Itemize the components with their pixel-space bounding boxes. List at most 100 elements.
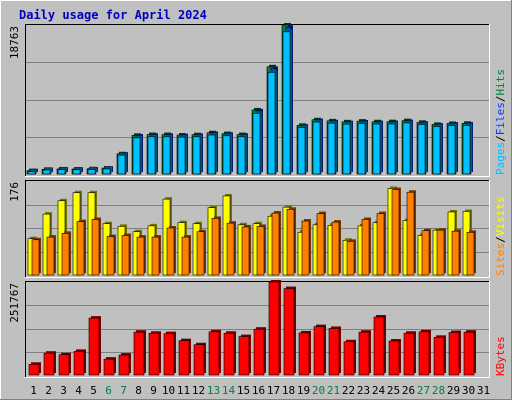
- bar-face: [372, 123, 381, 175]
- panel-kbytes: 251767 KBytes: [8, 280, 507, 378]
- series-pages: [27, 29, 472, 175]
- bar-face: [313, 326, 325, 376]
- bar-pages-day-30: [462, 123, 472, 175]
- legend-separator: /: [494, 96, 507, 103]
- day-label: 20: [312, 384, 325, 397]
- bar-face: [151, 236, 160, 276]
- bar-depth: [30, 169, 37, 172]
- legend-item-visits: Visits: [494, 197, 507, 237]
- bar-face: [268, 281, 280, 376]
- bar-face: [451, 230, 460, 276]
- bar-sites-day-18: [286, 207, 296, 276]
- bar-face: [42, 169, 51, 175]
- bar-face: [241, 226, 250, 276]
- bar-face: [31, 239, 40, 276]
- bar-pages-day-27: [417, 122, 427, 175]
- bar-kbytes-day-26: [403, 331, 416, 376]
- bar-sites-day-28: [436, 228, 446, 276]
- bar-face: [328, 328, 340, 376]
- bar-face: [208, 331, 220, 376]
- bar-face: [346, 241, 355, 276]
- bar-pages-day-2: [42, 168, 52, 175]
- bar-face: [28, 363, 40, 376]
- bar-pages-day-1: [27, 169, 37, 175]
- bar-kbytes-day-12: [193, 342, 206, 376]
- bar-sites-day-11: [181, 235, 191, 276]
- bar-sites-day-5: [91, 217, 101, 276]
- day-label: 4: [75, 384, 82, 397]
- bar-sites-day-9: [151, 235, 161, 276]
- day-label: 21: [327, 384, 340, 397]
- bar-face: [193, 344, 205, 376]
- bar-face: [148, 332, 160, 376]
- bar-face: [316, 213, 325, 276]
- bar-kbytes-day-8: [133, 330, 146, 376]
- bar-face: [196, 231, 205, 276]
- bar-sites-day-4: [76, 219, 86, 276]
- day-label: 6: [105, 384, 112, 397]
- bar-face: [118, 354, 130, 376]
- bar-kbytes-day-22: [343, 339, 356, 376]
- bar-face: [466, 231, 475, 276]
- chart-panels: 18763Pages/Files/Hits176Sites/Visits2517…: [8, 23, 507, 378]
- bar-pages-day-6: [102, 166, 112, 175]
- bar-pages-day-8: [132, 135, 142, 175]
- bar-face: [271, 212, 280, 276]
- bar-face: [298, 332, 310, 376]
- day-label: 27: [417, 384, 430, 397]
- bar-face: [133, 331, 145, 376]
- bar-face: [136, 236, 145, 276]
- bar-pages-day-23: [357, 121, 367, 175]
- bar-sites-day-13: [211, 216, 221, 276]
- bar-pages-day-11: [177, 135, 187, 175]
- bar-face: [87, 169, 96, 175]
- bar-face: [253, 328, 265, 376]
- bar-kbytes-day-25: [388, 339, 401, 376]
- bar-pages-day-20: [312, 120, 322, 175]
- bar-face: [342, 123, 351, 175]
- bar-face: [88, 317, 100, 376]
- bar-kbytes-day-21: [328, 326, 341, 376]
- bar-face: [57, 169, 66, 175]
- bar-face: [117, 154, 126, 175]
- bar-face: [286, 209, 295, 276]
- series-kbytes: [28, 280, 476, 376]
- series-sites: [31, 187, 476, 276]
- bar-kbytes-day-13: [208, 329, 221, 376]
- bar-pages-day-10: [162, 134, 172, 175]
- bar-face: [103, 358, 115, 376]
- bar-kbytes-day-16: [253, 327, 266, 376]
- bar-face: [301, 220, 310, 276]
- bar-kbytes-day-7: [118, 353, 131, 376]
- bar-face: [388, 340, 400, 376]
- day-label: 31: [477, 384, 490, 397]
- bar-pages-day-15: [237, 134, 247, 175]
- day-label: 29: [447, 384, 460, 397]
- bar-face: [283, 288, 295, 376]
- day-label: 25: [387, 384, 400, 397]
- bar-face: [282, 31, 291, 175]
- bar-face: [166, 227, 175, 276]
- bar-face: [222, 135, 231, 175]
- bar-face: [462, 125, 471, 175]
- bar-face: [46, 236, 55, 276]
- day-label: 11: [177, 384, 190, 397]
- legend-item-kbytes: KBytes: [494, 336, 507, 376]
- bar-face: [433, 337, 445, 376]
- bar-sites-day-25: [391, 187, 401, 276]
- bar-face: [463, 331, 475, 376]
- bar-pages-day-7: [117, 153, 127, 175]
- bar-face: [391, 189, 400, 276]
- bar-sites-day-7: [121, 233, 131, 276]
- bar-kbytes-day-9: [148, 331, 161, 376]
- day-label: 17: [267, 384, 280, 397]
- bar-face: [256, 226, 265, 276]
- bar-sites-day-29: [451, 229, 461, 276]
- bar-face: [406, 191, 415, 276]
- bar-face: [177, 136, 186, 175]
- bar-face: [162, 136, 171, 175]
- bar-kbytes-day-28: [433, 335, 446, 376]
- day-axis: 1 2 3 4 5 6 7 8 9 10 11 12 13 14 15 16 17 18 19 20 21 22 23 24 2…: [30, 384, 490, 397]
- bar-sites-day-21: [331, 220, 341, 276]
